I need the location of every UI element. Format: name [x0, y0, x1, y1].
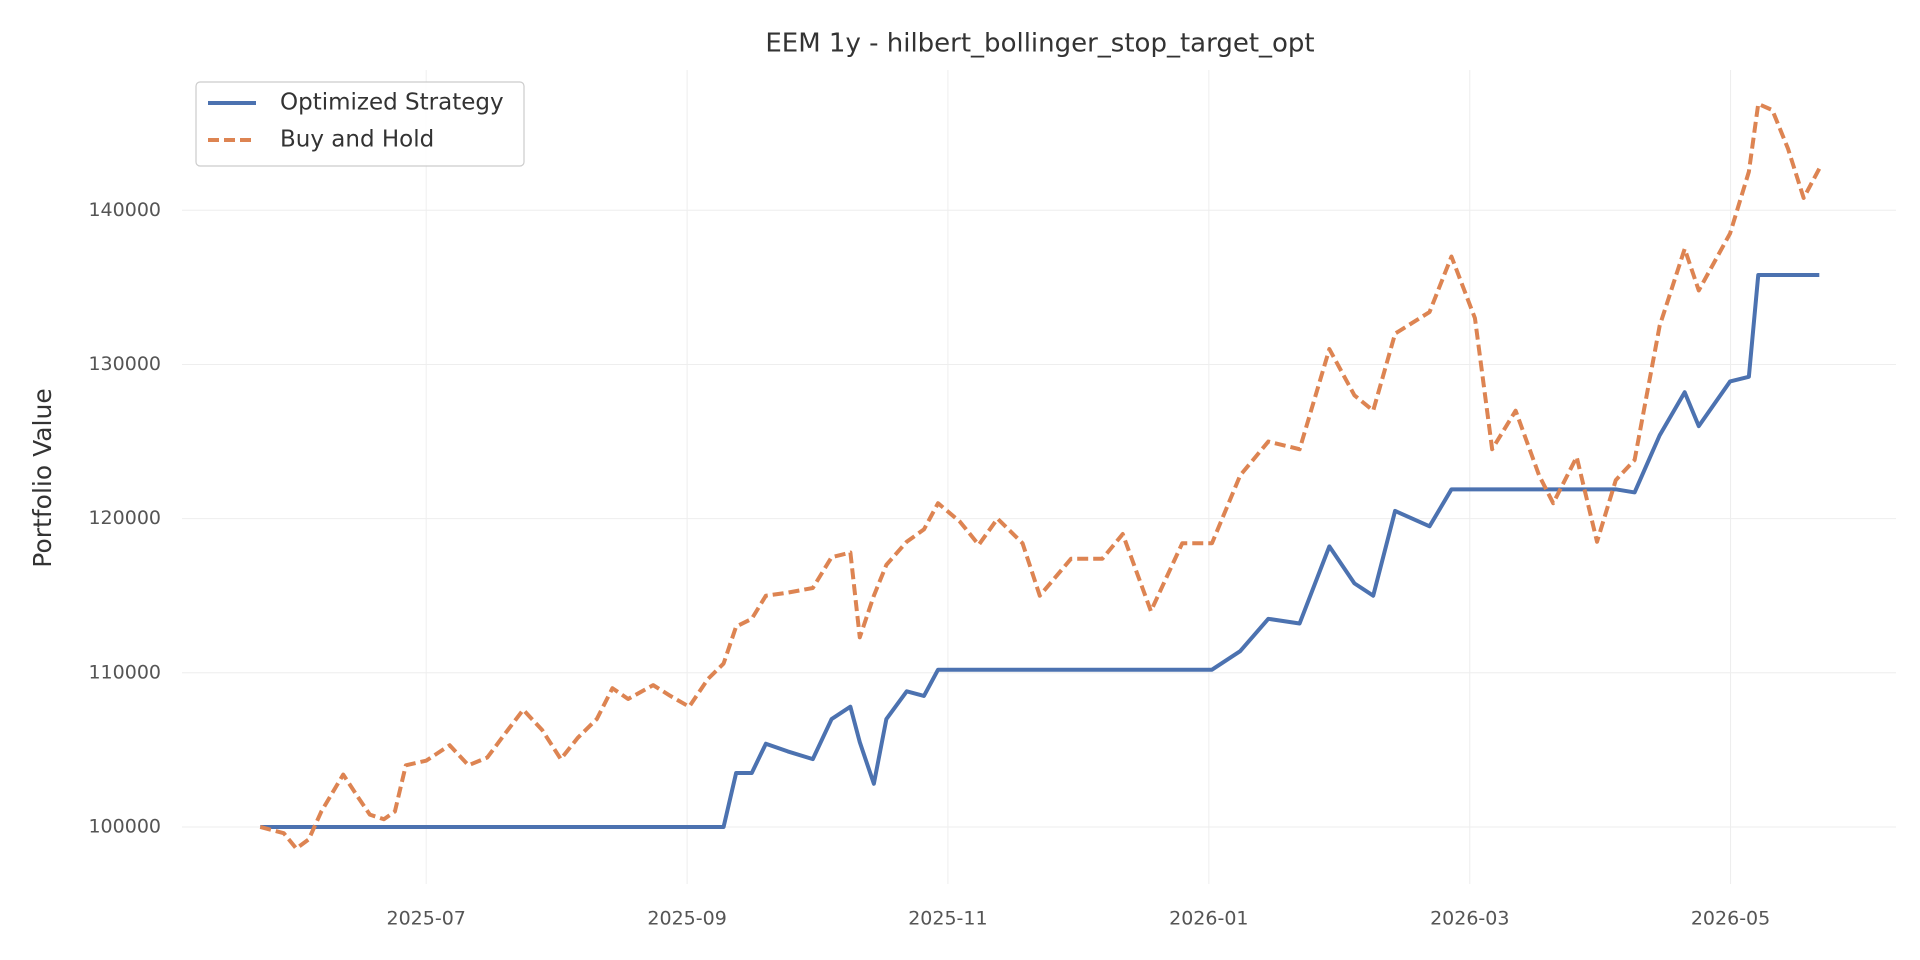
y-tick-label: 120000	[88, 507, 161, 529]
y-tick-label: 100000	[88, 815, 161, 837]
legend-box	[195, 81, 525, 167]
y-tick-label: 110000	[88, 661, 161, 683]
x-tick-label: 2025-09	[647, 908, 726, 930]
x-tick-label: 2025-11	[908, 908, 987, 930]
x-tick-label: 2026-03	[1430, 908, 1509, 930]
series-line	[259, 101, 1822, 851]
series-line	[260, 273, 1820, 829]
y-axis-label: Portfolio Value	[28, 388, 57, 567]
x-tick-label: 2026-05	[1691, 908, 1770, 930]
x-tick-label: 2025-07	[386, 908, 465, 930]
chart-title: EEM 1y - hilbert_bollinger_stop_target_o…	[765, 29, 1314, 59]
legend-label: Buy and Hold	[280, 127, 434, 153]
x-tick-label: 2026-01	[1169, 908, 1248, 930]
y-tick-label: 140000	[88, 199, 161, 221]
legend: Optimized Strategy Buy and Hold	[195, 81, 525, 167]
legend-label: Optimized Strategy	[280, 90, 504, 116]
y-tick-label: 130000	[88, 353, 161, 375]
